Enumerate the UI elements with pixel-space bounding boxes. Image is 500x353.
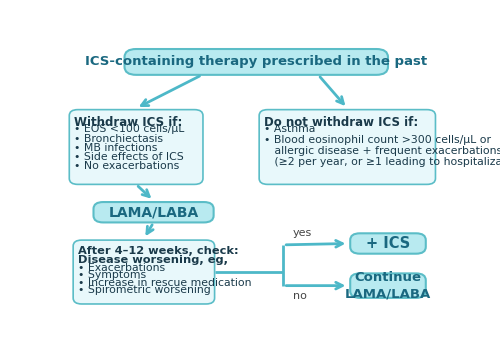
Text: • EOS <100 cells/μL: • EOS <100 cells/μL	[74, 124, 184, 134]
Text: • Increase in rescue medication: • Increase in rescue medication	[78, 278, 252, 288]
Text: LAMA/LABA: LAMA/LABA	[108, 205, 198, 219]
Text: • Spirometric worsening: • Spirometric worsening	[78, 286, 210, 295]
Text: Withdraw ICS if:: Withdraw ICS if:	[74, 116, 182, 128]
FancyBboxPatch shape	[124, 49, 388, 75]
Text: Disease worsening, eg,: Disease worsening, eg,	[78, 255, 228, 264]
FancyBboxPatch shape	[94, 202, 214, 222]
Text: Do not withdraw ICS if:: Do not withdraw ICS if:	[264, 116, 418, 128]
FancyBboxPatch shape	[70, 110, 203, 184]
Text: • Asthma: • Asthma	[264, 124, 315, 134]
Text: • No exacerbations: • No exacerbations	[74, 161, 179, 171]
Text: allergic disease + frequent exacerbations: allergic disease + frequent exacerbation…	[264, 146, 500, 156]
Text: After 4–12 weeks, check:: After 4–12 weeks, check:	[78, 246, 238, 256]
Text: • Symptoms: • Symptoms	[78, 270, 146, 280]
Text: • MB infections: • MB infections	[74, 143, 158, 153]
FancyBboxPatch shape	[350, 273, 426, 298]
Text: • Bronchiectasis: • Bronchiectasis	[74, 133, 163, 144]
Text: ICS-containing therapy prescribed in the past: ICS-containing therapy prescribed in the…	[85, 55, 427, 68]
Text: • Blood eosinophil count >300 cells/μL or: • Blood eosinophil count >300 cells/μL o…	[264, 135, 491, 145]
Text: yes: yes	[293, 228, 312, 238]
FancyBboxPatch shape	[350, 233, 426, 254]
Text: (≥2 per year, or ≥1 leading to hospitalization): (≥2 per year, or ≥1 leading to hospitali…	[264, 157, 500, 167]
Text: Continue
LAMA/LABA: Continue LAMA/LABA	[345, 271, 431, 300]
FancyBboxPatch shape	[259, 110, 436, 184]
Text: • Exacerbations: • Exacerbations	[78, 263, 165, 273]
Text: no: no	[293, 291, 307, 300]
Text: • Side effects of ICS: • Side effects of ICS	[74, 152, 184, 162]
FancyBboxPatch shape	[73, 240, 215, 304]
Text: + ICS: + ICS	[366, 236, 410, 251]
